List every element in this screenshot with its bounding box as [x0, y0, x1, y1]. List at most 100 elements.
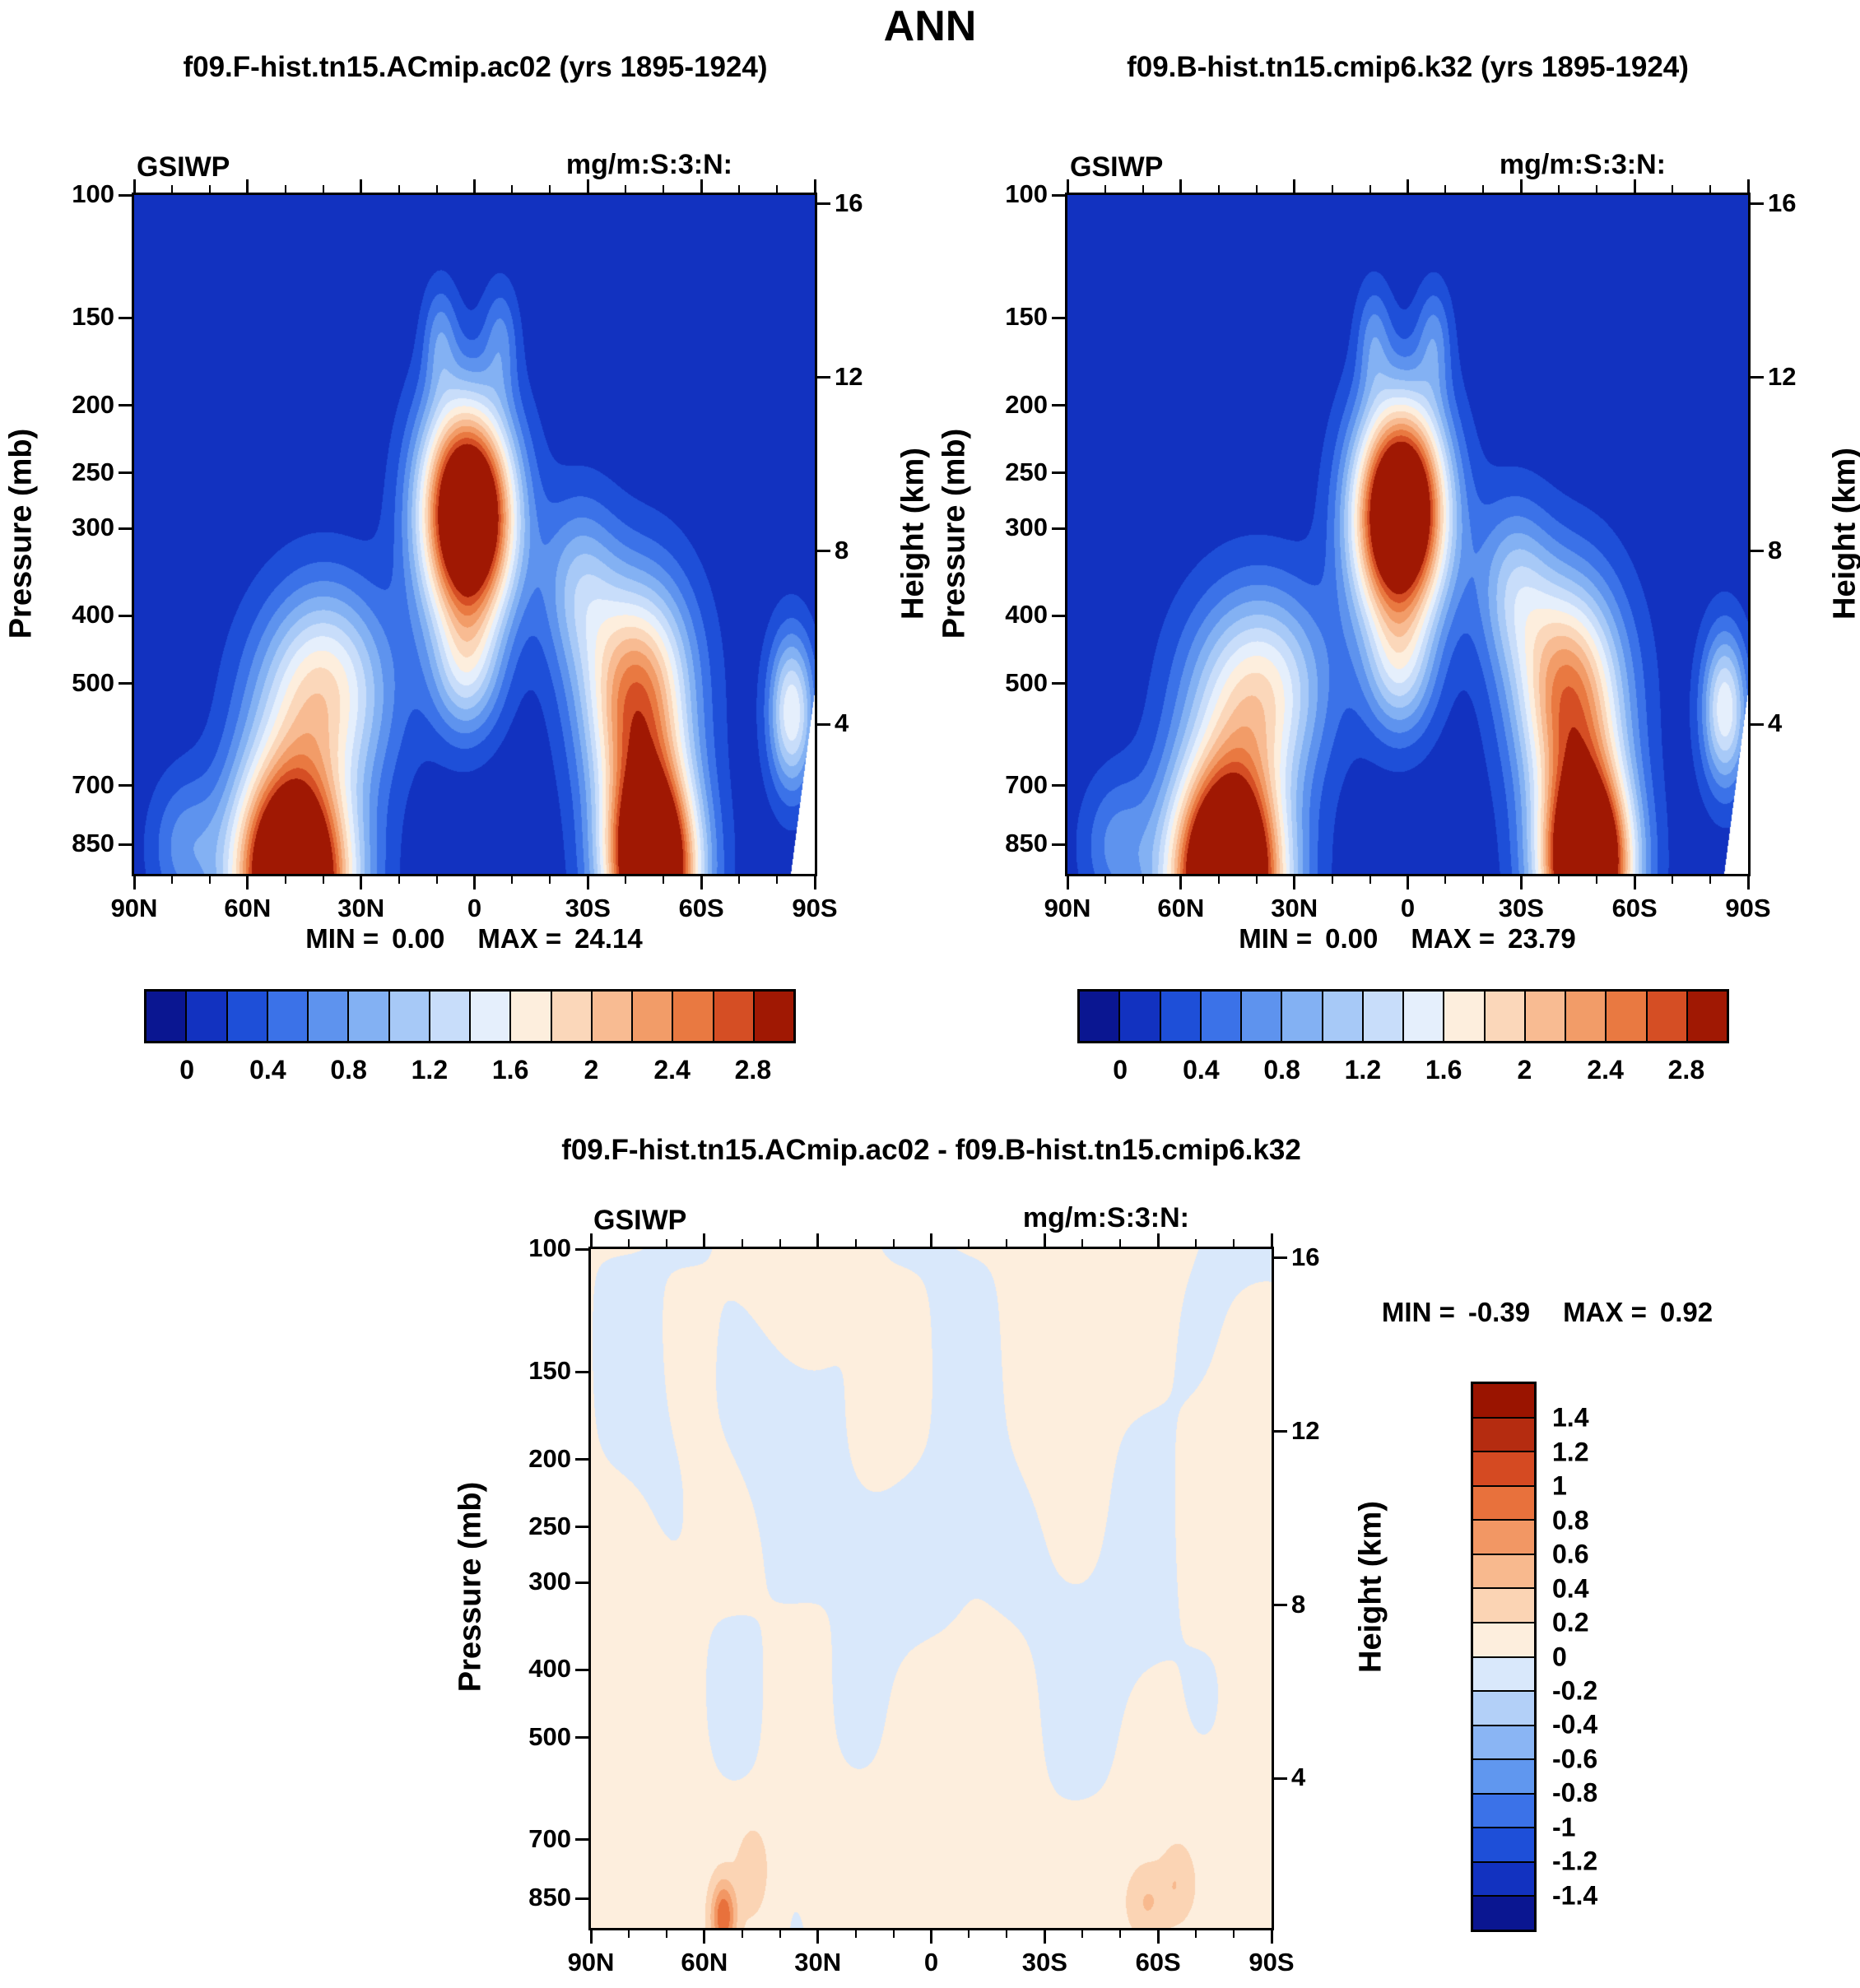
axis-tick [284, 876, 286, 884]
colorbar-cell [1687, 992, 1727, 1041]
colorbar-cell [1120, 992, 1161, 1041]
colorbar-cell [146, 992, 188, 1041]
colorbar-tick-label: 0 [179, 1055, 195, 1085]
pressure-tick-label: 150 [72, 302, 114, 332]
latitude-tick-label: 0 [923, 1948, 939, 1976]
panel2-minmax: MIN = 0.00 MAX = 23.79 [1078, 923, 1737, 955]
colorbar-cell [673, 992, 714, 1041]
panel3-plot [575, 1233, 1287, 1944]
axis-tick [1052, 404, 1065, 407]
axis-tick [398, 185, 400, 193]
pressure-tick-label: 500 [1005, 667, 1048, 697]
axis-tick [816, 1233, 820, 1247]
colorbar-tick-label: -0.6 [1552, 1744, 1598, 1774]
axis-tick [776, 876, 779, 884]
colorbar-cell [349, 992, 390, 1041]
panel1-contour-canvas [134, 195, 815, 874]
axis-tick [854, 1930, 857, 1938]
axis-tick [1274, 1604, 1287, 1607]
colorbar-tick-label: 0 [1113, 1055, 1128, 1085]
season-title: ANN [883, 2, 977, 50]
axis-tick [1274, 1777, 1287, 1780]
colorbar-cell [1473, 1657, 1534, 1693]
colorbar-cell [754, 992, 793, 1041]
axis-tick [398, 876, 400, 884]
axis-tick [817, 722, 830, 726]
height-tick-label: 16 [835, 188, 863, 217]
colorbar-cell [1473, 1828, 1534, 1863]
axis-tick [549, 185, 551, 193]
pressure-tick-label: 100 [72, 179, 114, 208]
axis-tick [1293, 876, 1296, 889]
axis-tick [1751, 550, 1764, 553]
pressure-tick-label: 700 [528, 1823, 571, 1853]
axis-tick [119, 527, 132, 530]
max-label: MAX = [477, 923, 562, 954]
axis-tick [575, 1370, 588, 1373]
colorbar-cell [633, 992, 674, 1041]
axis-tick [1596, 185, 1598, 193]
colorbar-tick-label: -0.2 [1552, 1675, 1598, 1706]
min-value: 0.00 [392, 923, 445, 954]
panel3-contour-canvas [591, 1249, 1272, 1928]
colorbar-tick-label: 1.2 [411, 1055, 449, 1085]
axis-tick [1081, 1239, 1084, 1247]
axis-tick [1274, 1256, 1287, 1260]
axis-tick [663, 876, 665, 884]
axis-tick [1558, 876, 1560, 884]
panel3-units-label: mg/m:S:3:N: [1022, 1202, 1189, 1233]
axis-tick [1066, 876, 1069, 889]
axis-tick [575, 1526, 588, 1529]
axis-tick [575, 1247, 588, 1251]
axis-tick [586, 876, 589, 889]
colorbar-tick-label: 1.6 [491, 1055, 529, 1085]
colorbar-cell [1473, 1452, 1534, 1487]
axis-tick [700, 876, 703, 889]
panel1-height-axis-title: Height (km) [895, 448, 931, 620]
pressure-tick-label: 700 [72, 769, 114, 799]
colorbar-cell [1525, 992, 1566, 1041]
latitude-tick-label: 90S [1725, 894, 1771, 922]
colorbar-cell [1242, 992, 1283, 1041]
axis-tick [1519, 179, 1523, 193]
axis-tick [817, 550, 830, 553]
colorbar-cell [430, 992, 471, 1041]
axis-tick [779, 1239, 781, 1247]
min-label: MIN = [1239, 923, 1313, 954]
axis-tick [1751, 202, 1764, 206]
min-value: -0.39 [1467, 1297, 1531, 1327]
colorbar-tick-label: 2.4 [653, 1055, 691, 1085]
colorbar-cell [1473, 1623, 1534, 1658]
latitude-tick-label: 30N [337, 894, 385, 922]
axis-tick [1369, 876, 1371, 884]
axis-tick [1331, 185, 1333, 193]
pressure-tick-label: 500 [528, 1721, 571, 1751]
pressure-tick-label: 400 [1005, 600, 1048, 629]
height-tick-label: 12 [1768, 361, 1797, 391]
axis-tick [968, 1239, 970, 1247]
colorbar-cell [1566, 992, 1607, 1041]
axis-tick [1052, 193, 1065, 197]
axis-tick [1331, 876, 1333, 884]
colorbar-tick-label: 1.2 [1344, 1055, 1382, 1085]
panel2-colorbar [1077, 989, 1729, 1043]
panel1-minmax: MIN = 0.00 MAX = 24.14 [145, 923, 803, 955]
axis-tick [1482, 185, 1485, 193]
axis-tick [1270, 1930, 1273, 1944]
axis-tick [738, 876, 741, 884]
axis-tick [741, 1930, 743, 1938]
height-tick-label: 8 [1768, 535, 1783, 564]
axis-tick [738, 185, 741, 193]
panel3-colorbar [1471, 1382, 1537, 1932]
colorbar-tick-label: 2 [1517, 1055, 1532, 1085]
colorbar-cell [1473, 1862, 1534, 1897]
colorbar-tick-label: 1 [1552, 1470, 1567, 1501]
axis-tick [473, 876, 476, 889]
axis-tick [119, 316, 132, 319]
axis-tick [776, 185, 779, 193]
latitude-tick-label: 0 [1400, 894, 1416, 922]
latitude-tick-label: 60N [1157, 894, 1205, 922]
axis-tick [575, 1897, 588, 1900]
panel2-title: f09.B-hist.tn15.cmip6.k32 (yrs 1895-1924… [1127, 51, 1689, 83]
colorbar-cell [1473, 1794, 1534, 1829]
